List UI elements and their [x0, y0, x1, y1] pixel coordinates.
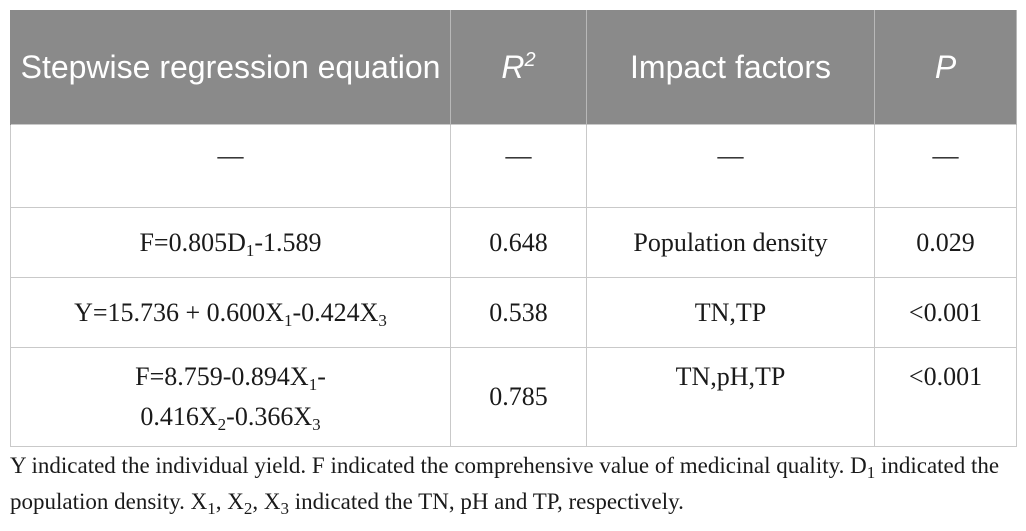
- footnote-text: indicated the TN, pH and TP, respectivel…: [288, 489, 684, 514]
- header-impact-factors: Impact factors: [586, 10, 875, 125]
- equation-part: -: [317, 362, 326, 391]
- cell-p: 0.029: [874, 207, 1017, 278]
- equation-part: -0.424X: [292, 297, 379, 327]
- regression-table: Stepwise regression equation R2 Impact f…: [10, 10, 1017, 447]
- equation-part: F=0.805D: [139, 227, 246, 257]
- footnote-subscript: 1: [866, 463, 876, 482]
- equation-subscript: 1: [308, 375, 318, 394]
- cell-equation: F=0.805D1-1.589: [10, 207, 451, 278]
- header-r-letter: R: [501, 49, 525, 85]
- header-r-superscript: 2: [524, 49, 536, 71]
- equation-subscript: 1: [283, 310, 293, 330]
- cell-equation: Y=15.736 + 0.600X1-0.424X3: [10, 277, 451, 348]
- equation-subscript: 3: [378, 310, 387, 330]
- table-row: F=8.759-0.894X1- 0.416X2-0.366X3 0.785 TN…: [10, 347, 1017, 447]
- equation-subscript: 2: [217, 415, 227, 434]
- footnote-subscript: 3: [280, 499, 289, 518]
- equation-part: F=8.759-0.894X: [135, 362, 309, 391]
- footnote-text: indicated the population density. X: [10, 453, 1000, 514]
- cell-p: —: [874, 124, 1017, 208]
- header-r-squared: R2: [450, 10, 587, 125]
- footnote-subscript: 2: [243, 499, 253, 518]
- table-row: Y=15.736 + 0.600X1-0.424X3 0.538 TN,TP <…: [10, 277, 1017, 348]
- cell-impact-factors: TN,pH,TP: [586, 347, 875, 447]
- cell-r-squared: —: [450, 124, 587, 208]
- cell-impact-factors: TN,TP: [586, 277, 875, 348]
- cell-impact-factors: Population density: [586, 207, 875, 278]
- equation-subscript: 1: [245, 240, 255, 260]
- cell-r-squared: 0.538: [450, 277, 587, 348]
- cell-impact-factors: —: [586, 124, 875, 208]
- cell-p: <0.001: [874, 347, 1017, 447]
- header-equation: Stepwise regression equation: [10, 10, 451, 125]
- cell-p: <0.001: [874, 277, 1017, 348]
- equation-subscript: 3: [312, 415, 321, 434]
- table-row: — — — —: [10, 124, 1017, 208]
- footnote-text: Y indicated the individual yield. F indi…: [10, 453, 867, 478]
- equation-part: -1.589: [254, 227, 322, 257]
- table-header-row: Stepwise regression equation R2 Impact f…: [10, 10, 1017, 125]
- cell-r-squared: 0.785: [450, 347, 587, 447]
- footnote-text: , X: [252, 489, 281, 514]
- table-footnote: Y indicated the individual yield. F indi…: [10, 448, 1016, 520]
- table-row: F=0.805D1-1.589 0.648 Population density…: [10, 207, 1017, 278]
- footnote-subscript: 1: [207, 499, 216, 518]
- header-p: P: [874, 10, 1017, 125]
- equation-part: 0.416X: [140, 402, 218, 431]
- cell-equation: F=8.759-0.894X1- 0.416X2-0.366X3: [10, 347, 451, 447]
- equation-part: -0.366X: [226, 402, 313, 431]
- equation-part: Y=15.736 + 0.600X: [74, 297, 284, 327]
- cell-equation: —: [10, 124, 451, 208]
- footnote-text: , X: [215, 489, 244, 514]
- cell-r-squared: 0.648: [450, 207, 587, 278]
